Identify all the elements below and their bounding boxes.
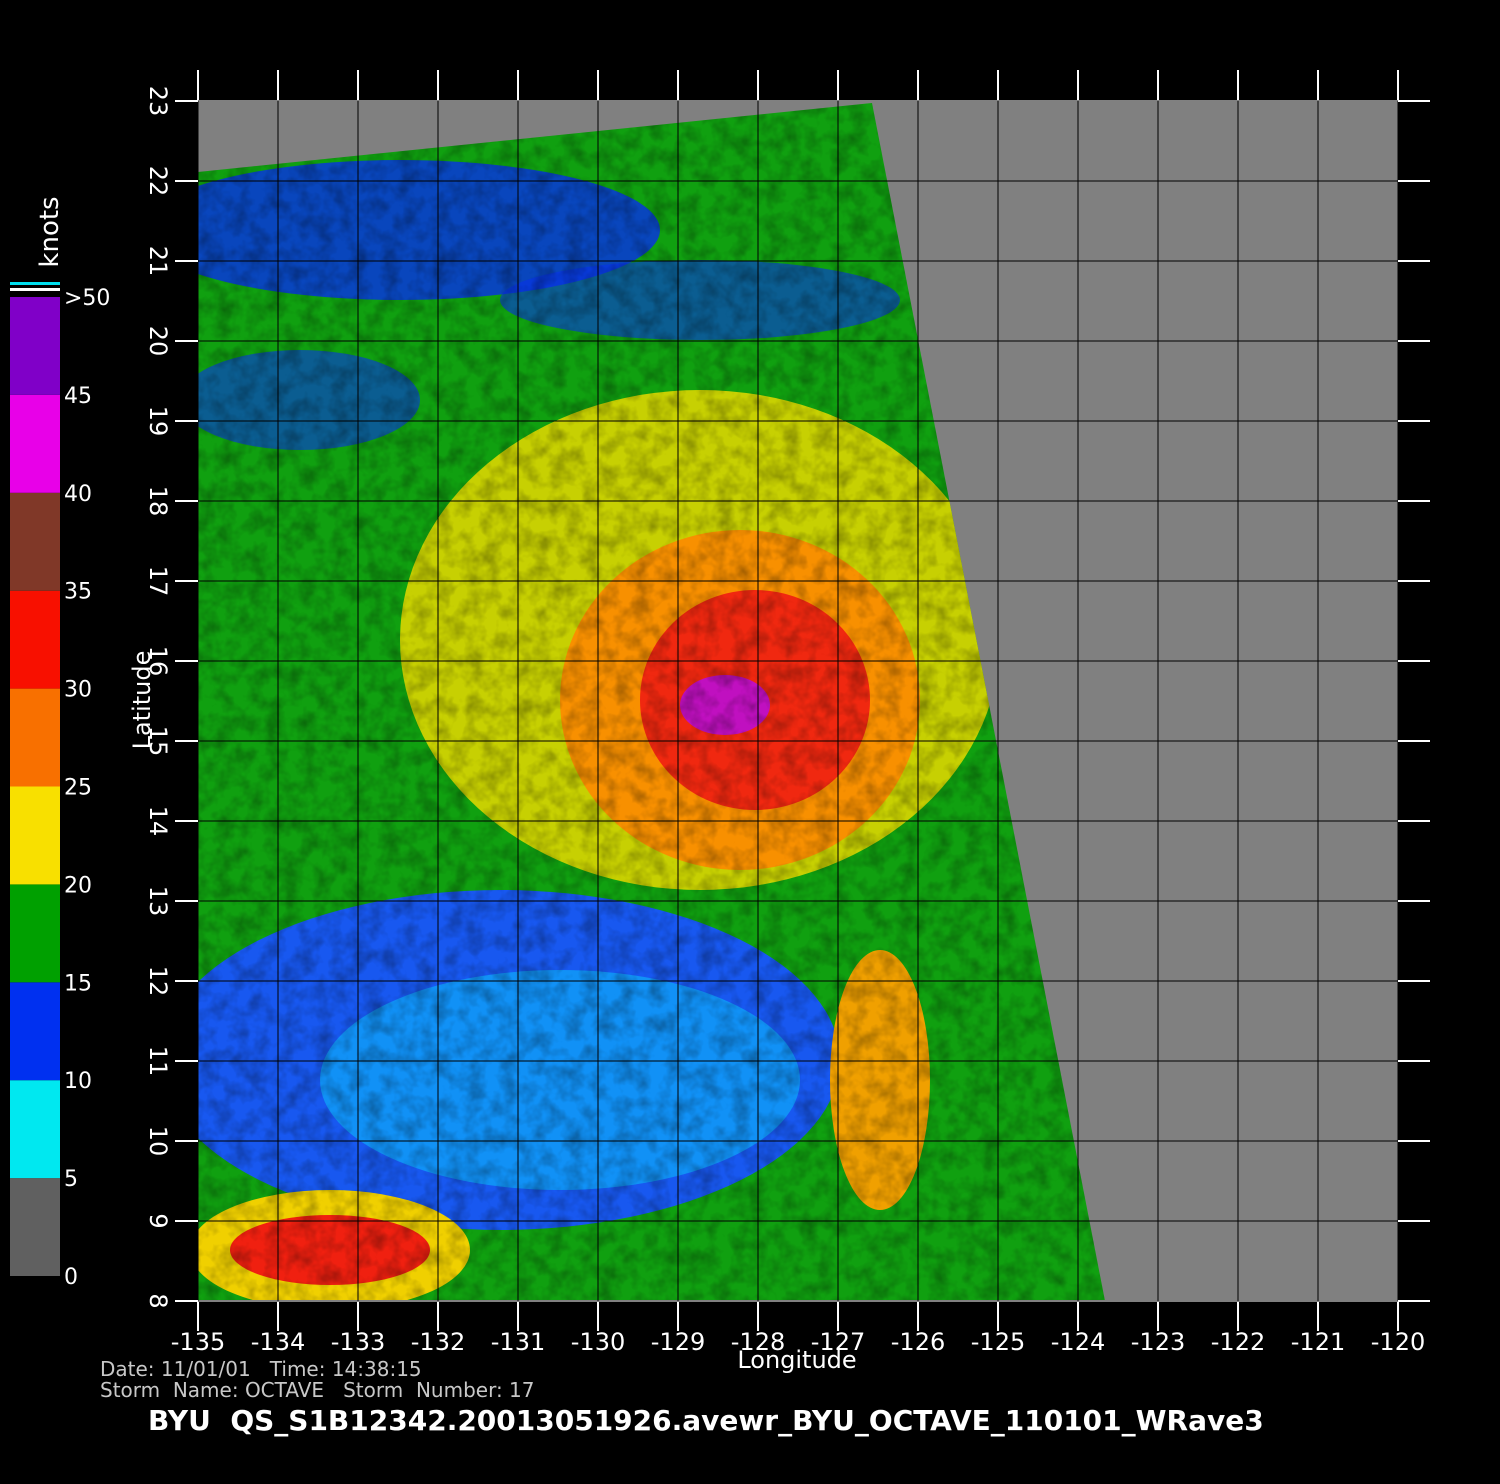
colorbar-tick-label: 40 [64, 482, 92, 507]
colorbar-segment [10, 884, 60, 983]
x-tick-label: -128 [731, 1328, 785, 1356]
colorbar-segment [10, 786, 60, 885]
x-tick-label: -134 [251, 1328, 305, 1356]
y-tick-label: 20 [144, 326, 172, 357]
x-tick-label: -123 [1131, 1328, 1185, 1356]
colorbar-segment [10, 688, 60, 787]
x-tick-label: -132 [411, 1328, 465, 1356]
colorbar-segment [10, 492, 60, 591]
x-tick-label: -120 [1371, 1328, 1425, 1356]
y-tick-label: 14 [144, 806, 172, 837]
colorbar-segment [10, 982, 60, 1081]
colorbar-title: knots [35, 196, 65, 267]
y-tick-label: 9 [144, 1213, 172, 1228]
y-tick-label: 12 [144, 966, 172, 997]
colorbar-tick-label: >50 [64, 286, 110, 311]
x-tick-label: -126 [891, 1328, 945, 1356]
y-tick-label: 18 [144, 486, 172, 517]
x-tick-label: -131 [491, 1328, 545, 1356]
y-tick-label: 22 [144, 166, 172, 197]
colorbar-tick-label: 30 [64, 678, 92, 703]
wind-swath [198, 103, 1105, 1301]
colorbar-cap [10, 288, 60, 291]
y-tick-label: 23 [144, 86, 172, 117]
y-tick-label: 17 [144, 566, 172, 597]
colorbar-segment [10, 1178, 60, 1276]
y-tick-label: 8 [144, 1293, 172, 1308]
colorbar-tick-label: 20 [64, 873, 92, 898]
colorbar-segment [10, 297, 60, 395]
y-tick-label: 21 [144, 246, 172, 277]
y-tick-label: 15 [144, 726, 172, 757]
colorbar-tick-label: 10 [64, 1069, 92, 1094]
colorbar-segment [10, 394, 60, 493]
x-tick-label: -133 [331, 1328, 385, 1356]
info-date: Date: 11/01/01 Time: 14:38:15 [100, 1357, 422, 1381]
y-axis-label: Latitude [128, 651, 156, 750]
colorbar-segment [10, 1080, 60, 1179]
colorbar-tick-label: 35 [64, 580, 92, 605]
x-tick-label: -122 [1211, 1328, 1265, 1356]
y-tick-label: 11 [144, 1046, 172, 1077]
colorbar-segment [10, 590, 60, 689]
colorbar-tick-label: 15 [64, 971, 92, 996]
colorbar-tick-label: 5 [64, 1167, 78, 1192]
figure-title: BYU QS_S1B12342.20013051926.avewr_BYU_OC… [148, 1404, 1264, 1437]
colorbar-cap [10, 282, 60, 285]
colorbar-tick-label: 0 [64, 1265, 78, 1290]
x-tick-label: -125 [971, 1328, 1025, 1356]
colorbar-tick-label: 45 [64, 384, 92, 409]
x-axis-label: Longitude [737, 1346, 856, 1374]
y-tick-label: 19 [144, 406, 172, 437]
y-tick-label: 16 [144, 646, 172, 677]
y-tick-label: 10 [144, 1126, 172, 1157]
x-tick-label: -124 [1051, 1328, 1105, 1356]
x-tick-label: -135 [171, 1328, 225, 1356]
x-tick-label: -127 [811, 1328, 865, 1356]
x-tick-label: -129 [651, 1328, 705, 1356]
x-tick-label: -121 [1291, 1328, 1345, 1356]
x-tick-label: -130 [571, 1328, 625, 1356]
colorbar-tick-label: 25 [64, 776, 92, 801]
y-tick-label: 13 [144, 886, 172, 917]
info-storm: Storm Name: OCTAVE Storm Number: 17 [100, 1378, 534, 1402]
